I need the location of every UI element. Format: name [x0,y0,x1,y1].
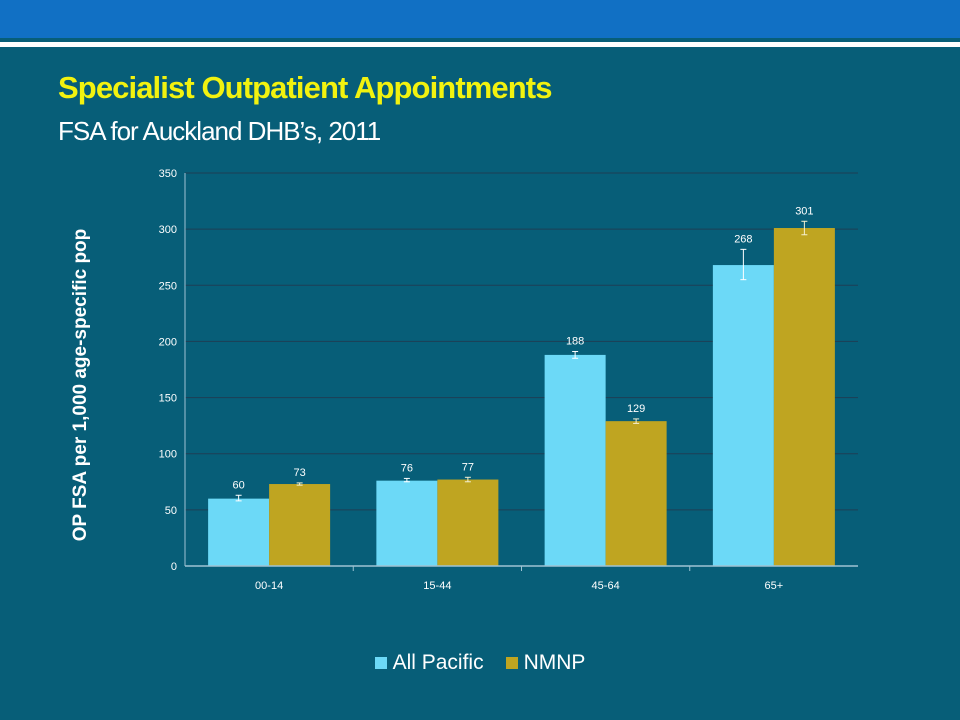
x-tick-labels: 00-14 15-44 45-64 65+ [255,580,783,592]
y-tick-label: 150 [159,393,177,405]
y-tick-label: 100 [159,449,177,461]
bar-nmnp [437,479,499,566]
bar-nmnp [605,421,667,566]
data-label-nmnp: 73 [294,467,306,479]
legend-item-all-pacific: All Pacific [374,651,484,675]
y-tick-label: 350 [159,168,177,180]
legend-swatch-all-pacific [374,657,387,669]
legend-swatch-nmnp [505,657,518,669]
data-labels: 60 73 76 77 188 129 268 301 [233,205,814,491]
y-tick-label: 50 [165,505,177,517]
bar-nmnp [773,228,835,566]
bar-nmnp [269,484,331,566]
y-tick-label: 200 [159,336,177,348]
bar-all-pacific [712,265,774,566]
bar-all-pacific [544,354,606,566]
data-label-nmnp: 301 [795,205,813,217]
data-label-nmnp: 129 [627,403,645,415]
axes [184,173,858,571]
bar-all-pacific [376,480,438,566]
legend: All Pacific NMNP [0,651,960,675]
data-label-all-pacific: 76 [401,462,413,474]
x-tick-label: 45-64 [592,580,620,592]
top-rule [0,42,960,47]
error-bars [235,220,808,502]
data-label-all-pacific: 60 [233,479,245,491]
x-tick-label: 65+ [765,580,784,592]
x-tick-label: 15-44 [423,580,451,592]
y-tick-label: 0 [171,561,177,573]
top-band [0,0,960,38]
slide-title: Specialist Outpatient Appointments [58,70,552,105]
y-tick-labels: 0 50 100 150 200 250 300 350 [159,168,177,573]
y-axis-label: OP FSA per 1,000 age-specific pop [70,229,91,542]
legend-item-nmnp: NMNP [505,651,586,675]
legend-label-all-pacific: All Pacific [392,651,484,674]
data-label-nmnp: 77 [462,461,474,473]
data-label-all-pacific: 188 [566,336,584,348]
data-label-all-pacific: 268 [734,233,752,245]
bars [208,228,835,566]
legend-label-nmnp: NMNP [523,651,586,674]
slide-subtitle: FSA for Auckland DHB’s, 2011 [58,116,381,146]
bar-all-pacific [208,498,270,566]
y-tick-label: 250 [159,280,177,292]
x-tick-label: 00-14 [255,580,283,592]
y-tick-label: 300 [159,224,177,236]
